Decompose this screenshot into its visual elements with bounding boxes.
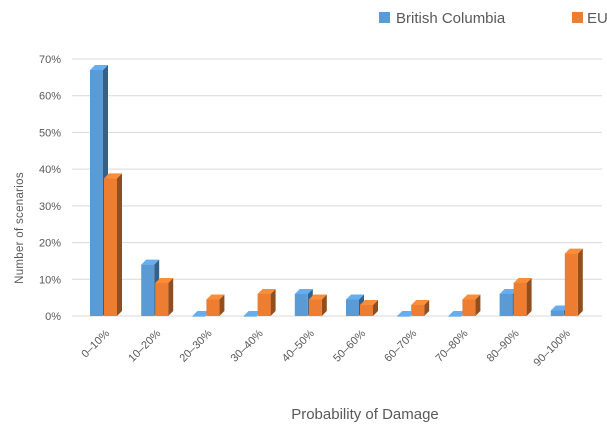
legend-swatch-british-columbia: [379, 12, 390, 23]
y-tick-label: 10%: [39, 274, 61, 286]
y-axis-ticks: 0% 10% 20% 30% 40% 50% 60% 70%: [39, 54, 61, 323]
legend: British Columbia EU: [379, 10, 607, 27]
bar-eu-80-90: [514, 278, 532, 316]
x-axis-label: Probability of Damage: [291, 406, 439, 423]
y-tick-label: 20%: [39, 238, 61, 250]
x-tick-label: 50–60%: [331, 327, 368, 364]
bar-eu-20-30: [206, 294, 224, 316]
bar-eu-10-20: [155, 278, 173, 316]
y-tick-label: 50%: [39, 127, 61, 139]
legend-label-british-columbia: British Columbia: [396, 10, 506, 27]
y-tick-label: 60%: [39, 91, 61, 103]
x-tick-label: 30–40%: [229, 327, 266, 364]
x-tick-label: 80–90%: [485, 327, 522, 364]
x-tick-label: 40–50%: [280, 327, 317, 364]
y-axis-label: Number of scenarios: [14, 172, 26, 284]
legend-label-eu: EU: [587, 10, 607, 27]
x-tick-label: 60–70%: [382, 327, 419, 364]
bar-eu-0-10: [104, 173, 122, 316]
y-tick-label: 0%: [45, 311, 61, 323]
bar-eu-70-80: [462, 294, 480, 316]
x-tick-label: 90–100%: [532, 327, 574, 369]
bar-eu-90-100: [565, 249, 583, 316]
x-tick-label: 0–10%: [79, 327, 112, 360]
x-tick-label: 20–30%: [177, 327, 214, 364]
x-axis-ticks: 0–10% 10–20% 20–30% 30–40% 40–50% 50–60% 60–70…: [79, 327, 573, 369]
bar-eu-30-40: [258, 289, 276, 316]
y-tick-label: 30%: [39, 201, 61, 213]
legend-swatch-eu: [572, 12, 583, 23]
bar-eu-40-50: [309, 294, 327, 316]
y-tick-label: 70%: [39, 54, 61, 66]
x-tick-label: 10–20%: [126, 327, 163, 364]
y-tick-label: 40%: [39, 164, 61, 176]
bar-eu-50-60: [360, 300, 378, 316]
bar-eu-60-70: [411, 300, 429, 316]
x-tick-label: 70–80%: [433, 327, 470, 364]
